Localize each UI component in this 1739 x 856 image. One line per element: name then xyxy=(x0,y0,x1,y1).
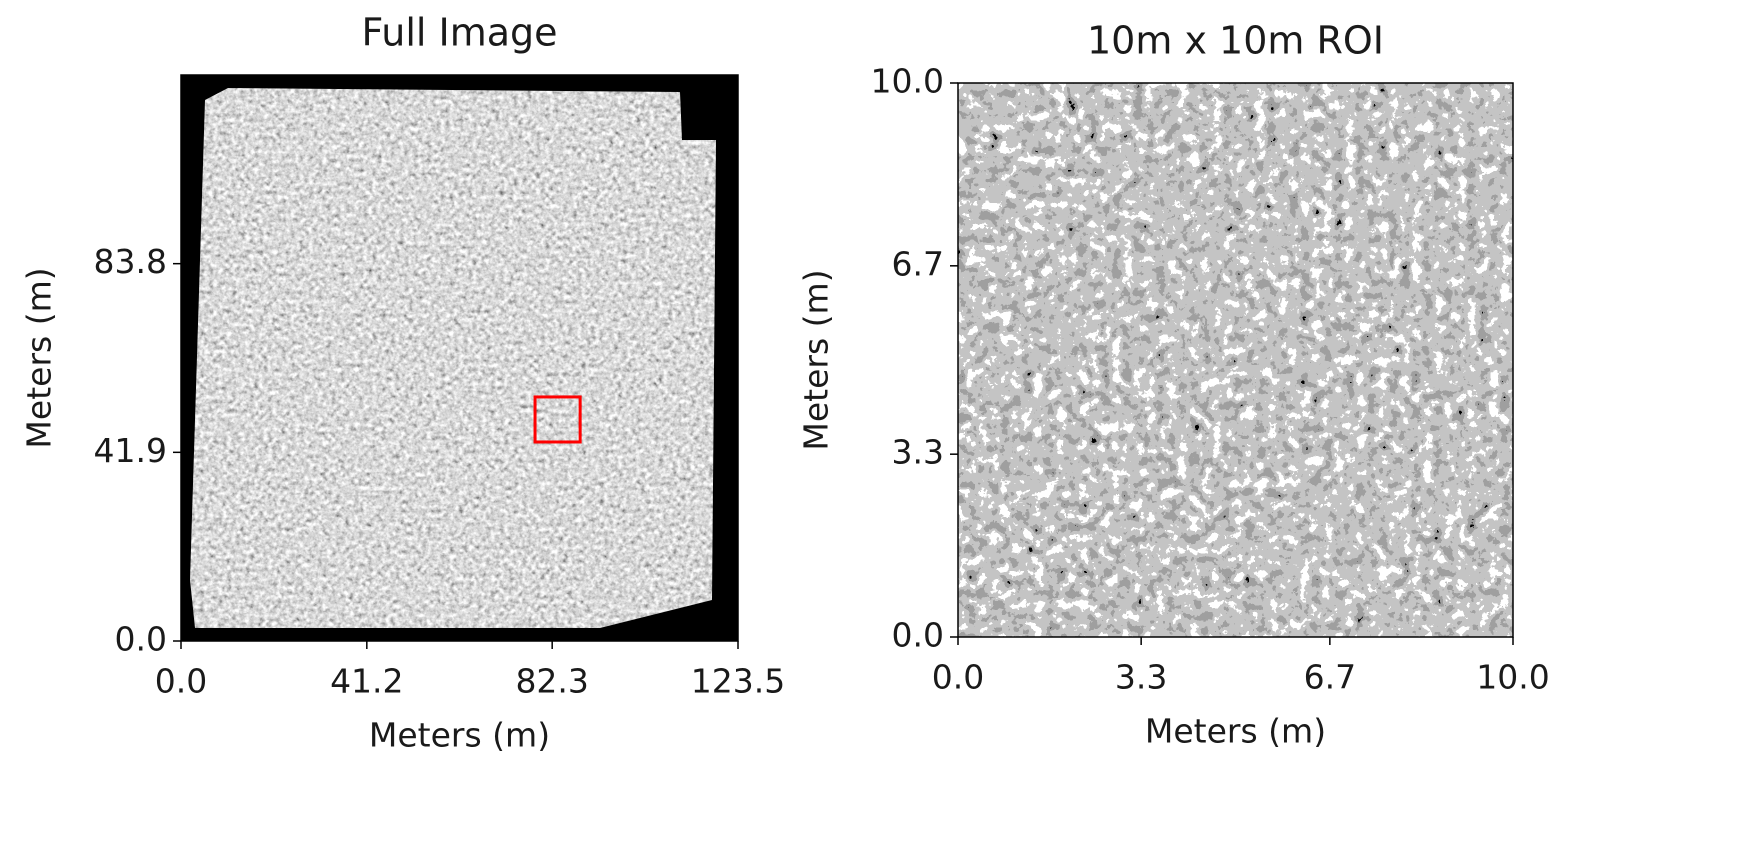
roi-box xyxy=(533,395,582,444)
axes-frame xyxy=(180,74,739,642)
x-tick-label: 0.0 xyxy=(155,662,207,701)
y-tick-label: 41.9 xyxy=(94,431,167,470)
roi-image xyxy=(958,83,1513,637)
x-tick-label: 10.0 xyxy=(1476,658,1549,697)
y-tick-label: 0.0 xyxy=(115,620,167,659)
subplot-title: 10m x 10m ROI xyxy=(1087,19,1384,63)
y-axis-label: Meters (m) xyxy=(20,267,59,448)
y-tick-label: 83.8 xyxy=(94,242,167,281)
full-image xyxy=(190,88,716,628)
axes-frame xyxy=(957,82,1514,638)
x-axis-label: Meters (m) xyxy=(369,716,550,755)
x-axis-label: Meters (m) xyxy=(1145,712,1326,751)
y-tick-label: 6.7 xyxy=(892,244,944,283)
y-axis-label: Meters (m) xyxy=(797,269,836,450)
x-tick-label: 82.3 xyxy=(515,662,588,701)
y-tick-label: 3.3 xyxy=(892,433,944,472)
subplot-title: Full Image xyxy=(361,11,557,55)
x-tick-label: 123.5 xyxy=(691,662,785,701)
y-tick-label: 0.0 xyxy=(892,616,944,655)
x-tick-label: 0.0 xyxy=(932,658,984,697)
x-tick-label: 6.7 xyxy=(1304,658,1356,697)
y-tick-label: 10.0 xyxy=(871,62,944,101)
x-tick-label: 41.2 xyxy=(330,662,403,701)
x-tick-label: 3.3 xyxy=(1115,658,1167,697)
